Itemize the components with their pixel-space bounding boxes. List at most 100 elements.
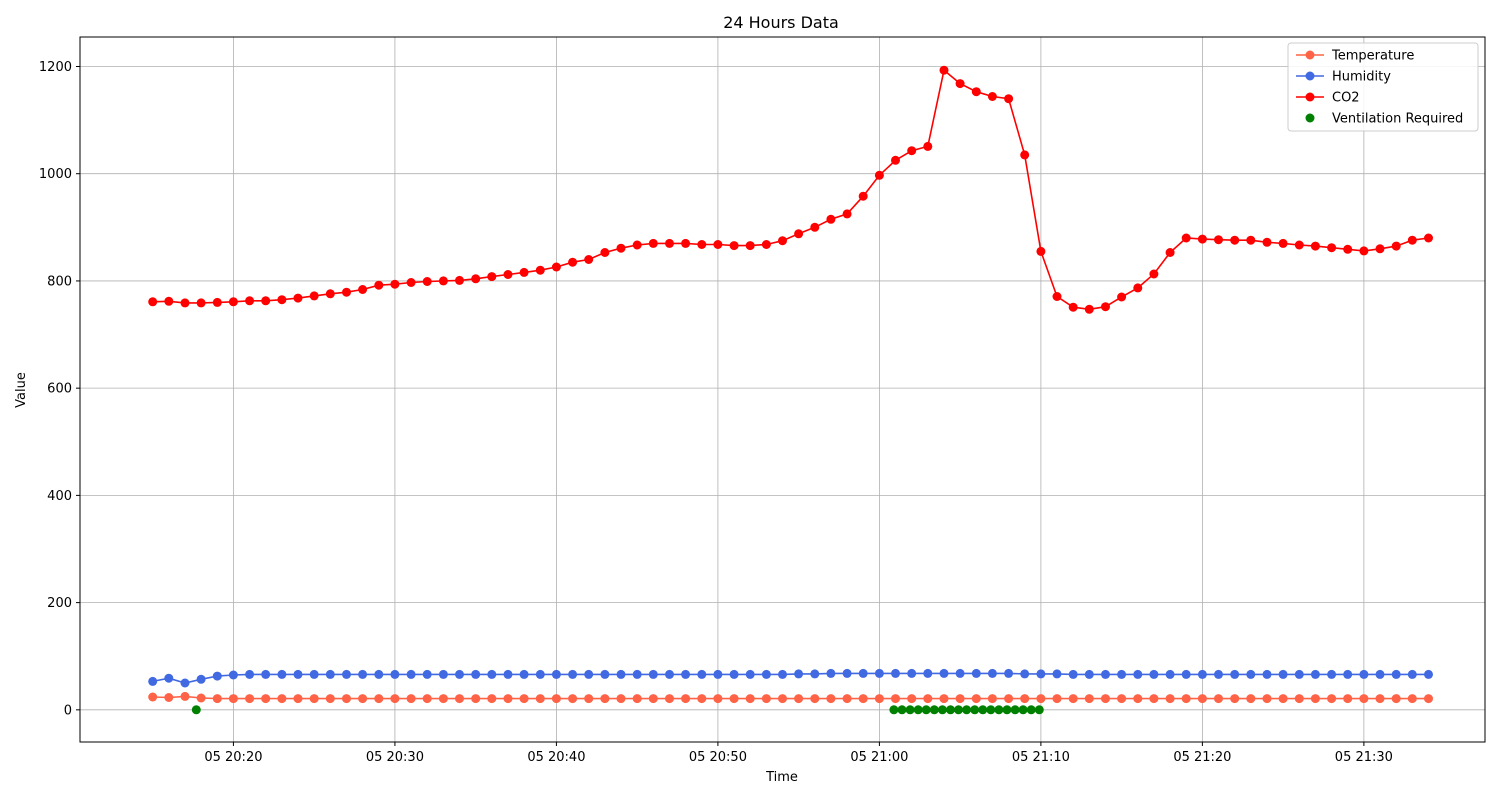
co2-point bbox=[503, 270, 513, 279]
legend-item-temperature: Temperature bbox=[1296, 49, 1414, 64]
co2-point bbox=[794, 229, 804, 239]
humidity-point bbox=[778, 669, 787, 679]
humidity-point bbox=[826, 668, 836, 678]
legend-item-humidity: Humidity bbox=[1296, 70, 1391, 85]
temperature-point bbox=[438, 694, 448, 704]
temperature-point bbox=[196, 693, 206, 703]
y-tick-label: 400 bbox=[47, 489, 72, 504]
humidity-point bbox=[1036, 669, 1046, 679]
ventilation-required-point bbox=[929, 705, 939, 715]
y-axis-label: Value bbox=[14, 372, 29, 408]
co2-point bbox=[277, 295, 287, 305]
temperature-point bbox=[1004, 694, 1014, 704]
temperature-point bbox=[568, 694, 578, 704]
co2-point bbox=[390, 279, 400, 289]
temperature-point bbox=[842, 694, 852, 704]
co2-point bbox=[1407, 235, 1417, 245]
temperature-point bbox=[1117, 694, 1127, 704]
humidity-point bbox=[568, 669, 578, 679]
co2-point bbox=[1068, 302, 1078, 312]
co2-point bbox=[519, 267, 529, 277]
ventilation-required-point bbox=[1002, 705, 1012, 715]
ventilation-required-point bbox=[1018, 705, 1028, 715]
temperature-point bbox=[1165, 694, 1175, 704]
temperature-point bbox=[874, 694, 884, 704]
co2-point bbox=[1343, 244, 1353, 254]
x-tick-label: 05 20:50 bbox=[689, 750, 747, 765]
x-axis-label: Time bbox=[765, 770, 798, 785]
co2-point bbox=[1230, 235, 1240, 245]
temperature-point bbox=[1391, 694, 1401, 704]
humidity-point bbox=[584, 669, 594, 679]
series-co2 bbox=[148, 65, 1433, 314]
co2-point bbox=[568, 257, 578, 267]
temperature-point bbox=[1181, 694, 1191, 704]
plot-frame bbox=[79, 36, 1486, 743]
temperature-point bbox=[551, 694, 561, 704]
co2-point bbox=[1117, 292, 1127, 302]
temperature-point bbox=[1262, 694, 1272, 704]
temperature-point bbox=[1343, 694, 1353, 704]
humidity-point bbox=[842, 668, 852, 678]
temperature-point bbox=[713, 694, 723, 704]
x-tick-label: 05 21:10 bbox=[1012, 750, 1070, 765]
temperature-point bbox=[923, 694, 933, 704]
humidity-point bbox=[1375, 669, 1385, 679]
humidity-point bbox=[810, 669, 820, 679]
co2-point bbox=[358, 285, 368, 294]
humidity-point bbox=[939, 668, 949, 678]
temperature-point bbox=[826, 694, 836, 704]
temperature-point bbox=[971, 694, 981, 704]
temperature-point bbox=[535, 694, 545, 704]
co2-point bbox=[455, 275, 464, 285]
humidity-point bbox=[228, 670, 238, 680]
temperature-point bbox=[810, 694, 820, 704]
humidity-point bbox=[390, 669, 400, 679]
x-tick-label: 05 21:00 bbox=[850, 750, 908, 765]
series-humidity bbox=[148, 668, 1433, 688]
co2-point bbox=[923, 141, 933, 151]
temperature-point bbox=[1101, 694, 1110, 704]
legend-marker-swatch bbox=[1305, 92, 1315, 102]
ventilation-required-point bbox=[913, 705, 923, 715]
gridlines bbox=[80, 37, 1485, 742]
humidity-point bbox=[1165, 669, 1175, 679]
humidity-point bbox=[907, 668, 917, 678]
co2-point bbox=[1165, 248, 1175, 257]
humidity-point bbox=[261, 669, 271, 679]
ventilation-required-point bbox=[1010, 705, 1020, 715]
temperature-point bbox=[358, 694, 368, 704]
ventilation-required-point bbox=[191, 705, 201, 715]
co2-point bbox=[438, 276, 448, 286]
temperature-point bbox=[1424, 694, 1433, 704]
humidity-point bbox=[148, 676, 158, 686]
humidity-point bbox=[1181, 669, 1191, 679]
temperature-point bbox=[907, 694, 917, 704]
co2-point bbox=[971, 87, 981, 97]
temperature-point bbox=[180, 691, 190, 701]
humidity-point bbox=[858, 668, 868, 678]
temperature-point bbox=[1375, 694, 1385, 704]
humidity-point bbox=[1068, 669, 1078, 679]
co2-point bbox=[228, 297, 238, 307]
ventilation-required-point bbox=[1034, 705, 1044, 715]
humidity-point bbox=[277, 669, 287, 679]
ventilation-required-point bbox=[954, 705, 963, 715]
co2-point bbox=[1036, 246, 1046, 256]
temperature-point bbox=[1359, 694, 1369, 704]
temperature-point bbox=[600, 694, 610, 704]
temperature-point bbox=[681, 694, 691, 704]
legend-label: Ventilation Required bbox=[1332, 112, 1463, 127]
ventilation-required-point bbox=[978, 705, 988, 715]
humidity-point bbox=[358, 669, 368, 679]
humidity-point bbox=[616, 669, 626, 679]
temperature-point bbox=[1149, 694, 1159, 704]
humidity-point bbox=[1117, 669, 1127, 679]
humidity-point bbox=[1424, 669, 1433, 679]
humidity-point bbox=[1020, 669, 1030, 679]
x-tick-label: 05 21:20 bbox=[1173, 750, 1231, 765]
x-tick-label: 05 21:30 bbox=[1335, 750, 1393, 765]
co2-point bbox=[745, 241, 755, 251]
humidity-point bbox=[422, 669, 432, 679]
temperature-point bbox=[858, 694, 868, 704]
